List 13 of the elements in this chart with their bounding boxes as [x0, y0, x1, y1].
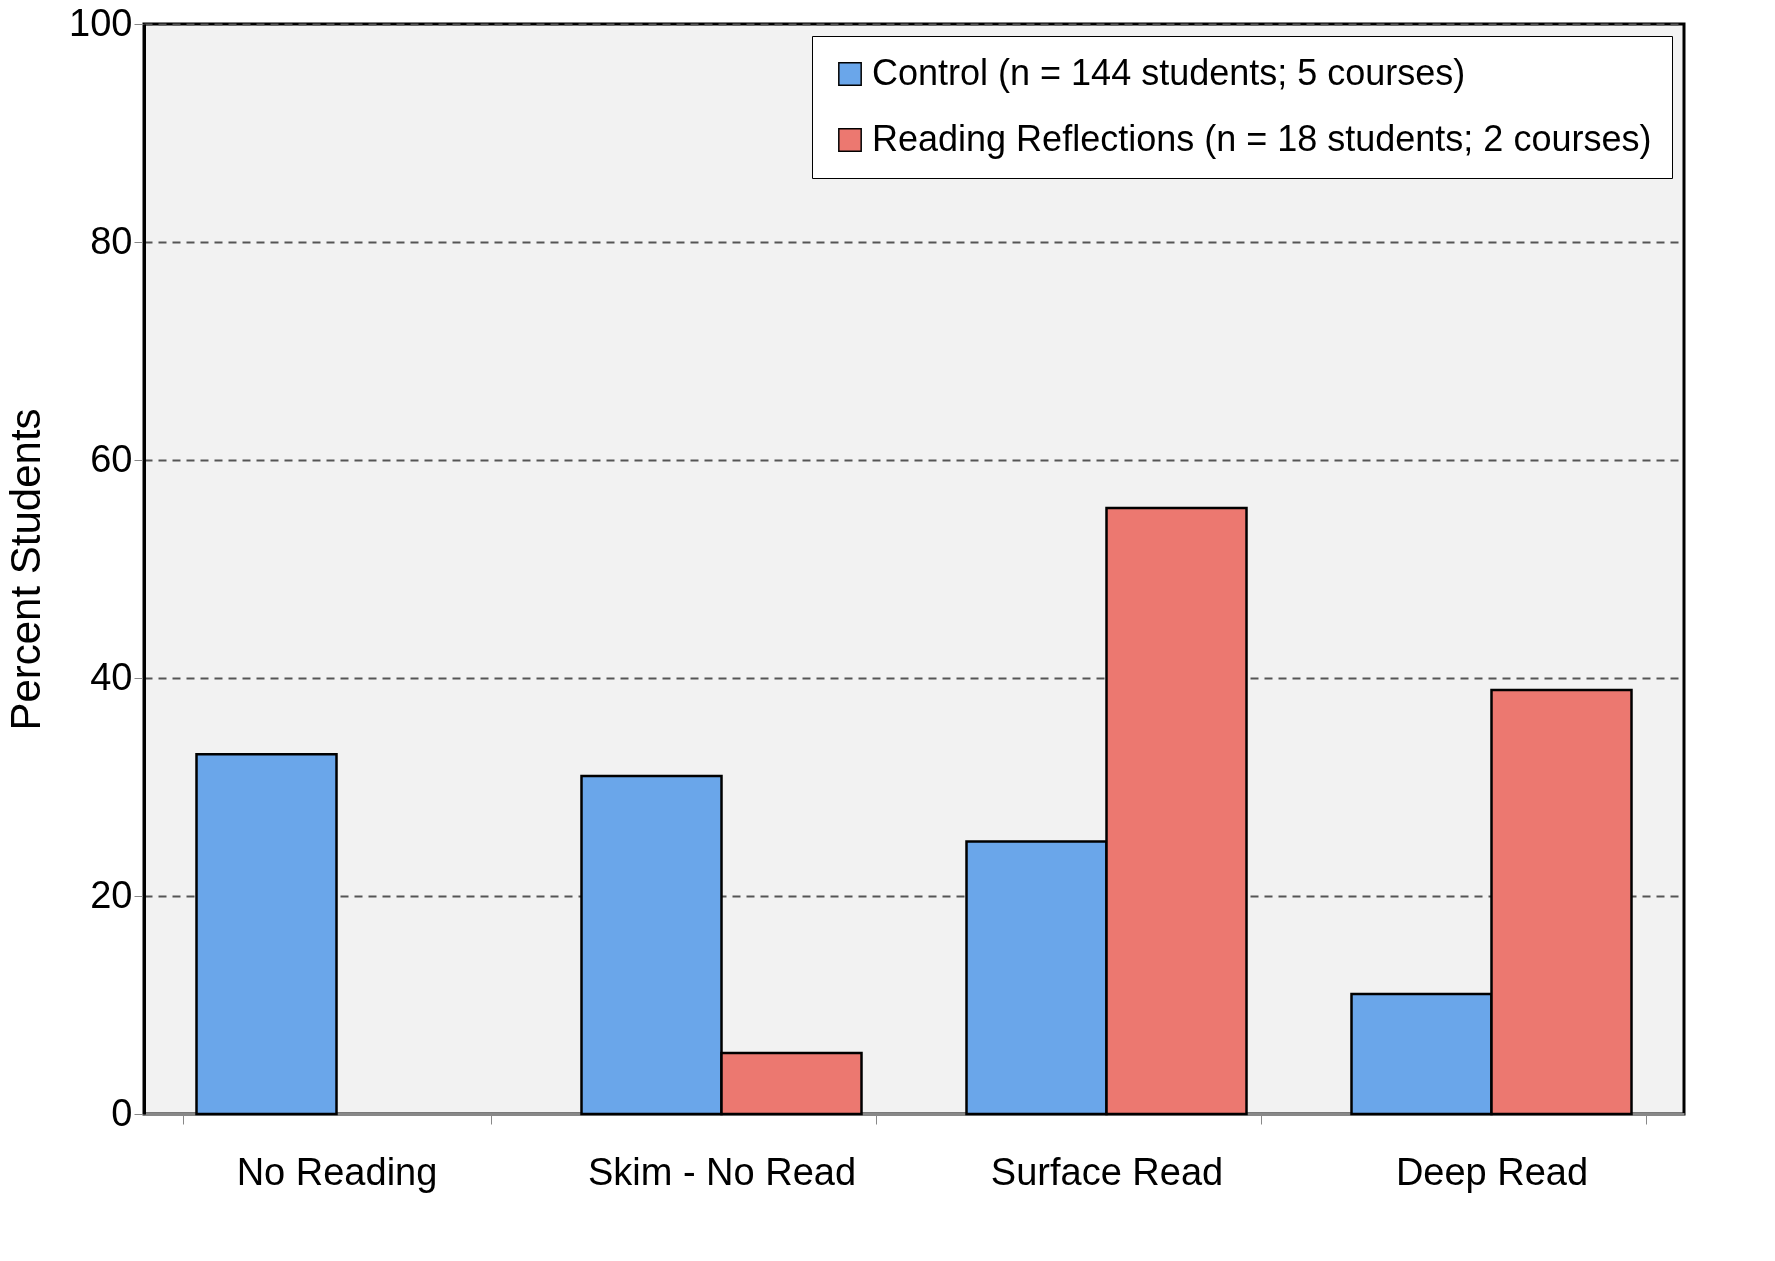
x-tick-label: Surface Read [990, 1150, 1224, 1193]
y-tick-label: 20 [90, 873, 133, 916]
legend-label: Control (n = 144 students; 5 courses) [872, 52, 1466, 93]
y-tick-label: 100 [69, 1, 133, 44]
y-tick-label: 60 [90, 437, 133, 480]
y-tick-label: 0 [111, 1091, 133, 1134]
x-tick-label: Skim - No Read [587, 1150, 857, 1193]
y-axis-title: Percent Students [2, 408, 50, 731]
x-tick-label: No Reading [236, 1150, 438, 1193]
legend-label: Reading Reflections (n = 18 students; 2 courses) [872, 118, 1652, 159]
y-tick-label: 80 [90, 219, 133, 262]
y-tick-label: 40 [90, 655, 133, 698]
x-tick-label: Deep Read [1395, 1150, 1589, 1193]
